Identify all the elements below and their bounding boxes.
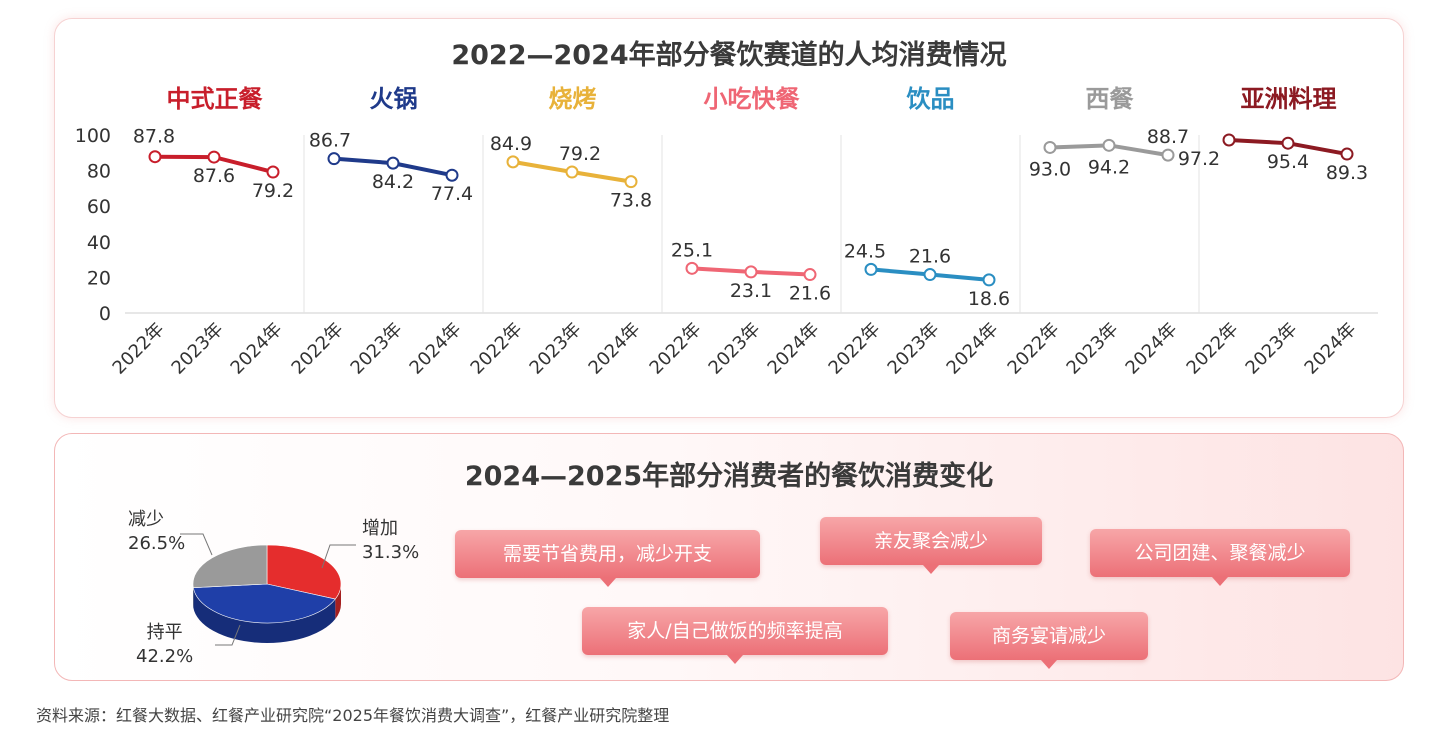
data-label: 86.7 [309,130,351,152]
x-tick-label: 2023年 [526,319,586,379]
reason-tag-fewer-gatherings: 亲友聚会减少 [820,517,1042,574]
data-label: 23.1 [730,280,772,302]
data-point [207,150,221,164]
x-tick-label: 2023年 [705,319,765,379]
data-label: 87.6 [193,165,235,187]
pie-label-decrease-value: 26.5% [128,533,186,554]
data-point [685,261,699,275]
x-tick-label: 2023年 [1063,319,1123,379]
data-point [266,165,280,179]
series-name: 小吃快餐 [704,85,801,113]
data-point [1102,138,1116,152]
data-point [1281,136,1295,150]
reason-tag-fewer-business-banquets: 商务宴请减少 [950,612,1148,669]
reason-tag-save-money: 需要节省费用，减少开支 [455,530,760,587]
x-tick-label: 2023年 [168,319,228,379]
x-tick-label: 2024年 [406,319,466,379]
data-point [1161,148,1175,162]
x-tick-label: 2024年 [585,319,645,379]
data-label: 24.5 [844,240,886,262]
data-label: 84.2 [372,171,414,193]
pie-label-increase-name: 增加 [362,518,398,539]
x-tick-label: 2024年 [943,319,1003,379]
source-note: 资料来源：红餐大数据、红餐产业研究院“2025年餐饮消费大调查”，红餐产业研究院… [36,706,670,725]
line-chart: 0 20 40 60 80 100 中式正餐 87.8 2022年 87.6 2023年 79.2 20… [75,85,1378,379]
data-point [1340,147,1354,161]
reason-tag-cook-more: 家人/自己做饭的频率提高 [582,607,888,664]
data-point [327,152,341,166]
data-point [506,155,520,169]
reason-tag-fewer-team-dinners: 公司团建、聚餐减少 [1090,529,1350,586]
data-label: 84.9 [490,133,532,155]
data-label: 79.2 [559,143,601,165]
data-label: 89.3 [1326,162,1368,184]
x-tick-label: 2024年 [1301,319,1361,379]
x-tick-label: 2024年 [764,319,824,379]
y-tick-label: 0 [99,303,111,325]
x-tick-label: 2022年 [1004,319,1064,379]
series-name: 中式正餐 [167,85,264,113]
data-point [624,175,638,189]
series-name: 火锅 [370,85,418,113]
data-label: 79.2 [252,180,294,202]
data-point [445,168,459,182]
series-name: 亚洲料理 [1241,85,1337,113]
data-label: 18.6 [968,288,1010,310]
series-name: 饮品 [906,85,955,113]
y-tick-label: 100 [75,125,111,147]
series-name: 西餐 [1086,85,1135,113]
pie-label-decrease: 减少 26.5% [128,508,185,556]
x-tick-label: 2023年 [1242,319,1302,379]
data-point [744,265,758,279]
x-tick-label: 2022年 [288,319,348,379]
data-label: 73.8 [610,190,652,212]
data-label: 77.4 [431,183,473,205]
pie-label-flat: 持平 42.2% [136,621,193,669]
pie-label-increase-value: 31.3% [362,542,420,563]
data-point [1222,133,1236,147]
data-label: 87.8 [133,126,175,148]
data-label: 95.4 [1267,151,1309,173]
pie-label-decrease-name: 减少 [128,509,164,530]
y-tick-label: 80 [87,161,111,183]
data-label: 21.6 [909,246,951,268]
x-tick-label: 2022年 [467,319,527,379]
x-tick-label: 2024年 [1122,319,1182,379]
y-tick-label: 60 [87,196,111,218]
x-tick-label: 2022年 [646,319,706,379]
data-point [386,156,400,170]
x-tick-label: 2022年 [1183,319,1243,379]
data-point [864,262,878,276]
pie-label-flat-value: 42.2% [136,646,194,667]
x-tick-label: 2022年 [825,319,885,379]
data-label: 88.7 [1147,126,1189,148]
data-point [148,150,162,164]
data-point [923,268,937,282]
data-point [565,165,579,179]
pie-label-flat-name: 持平 [146,622,183,643]
data-label: 93.0 [1029,158,1071,180]
data-point [1043,140,1057,154]
data-label: 94.2 [1088,156,1130,178]
bottom-panel-title: 2024—2025年部分消费者的餐饮消费变化 [464,461,994,492]
data-label: 25.1 [671,239,713,261]
y-tick-label: 40 [87,232,111,254]
top-chart-panel: 2022—2024年部分餐饮赛道的人均消费情况 [54,18,1404,418]
top-chart-title: 2022—2024年部分餐饮赛道的人均消费情况 [451,40,1007,71]
y-tick-label: 20 [87,267,111,289]
x-tick-label: 2022年 [109,319,169,379]
x-tick-label: 2023年 [884,319,944,379]
x-tick-label: 2023年 [347,319,407,379]
data-point [982,273,996,287]
pie-label-increase: 增加 31.3% [362,517,419,565]
data-label: 97.2 [1178,148,1220,170]
data-point [803,268,817,282]
series-name: 烧烤 [549,85,597,113]
data-label: 21.6 [789,283,831,305]
x-tick-label: 2024年 [227,319,287,379]
